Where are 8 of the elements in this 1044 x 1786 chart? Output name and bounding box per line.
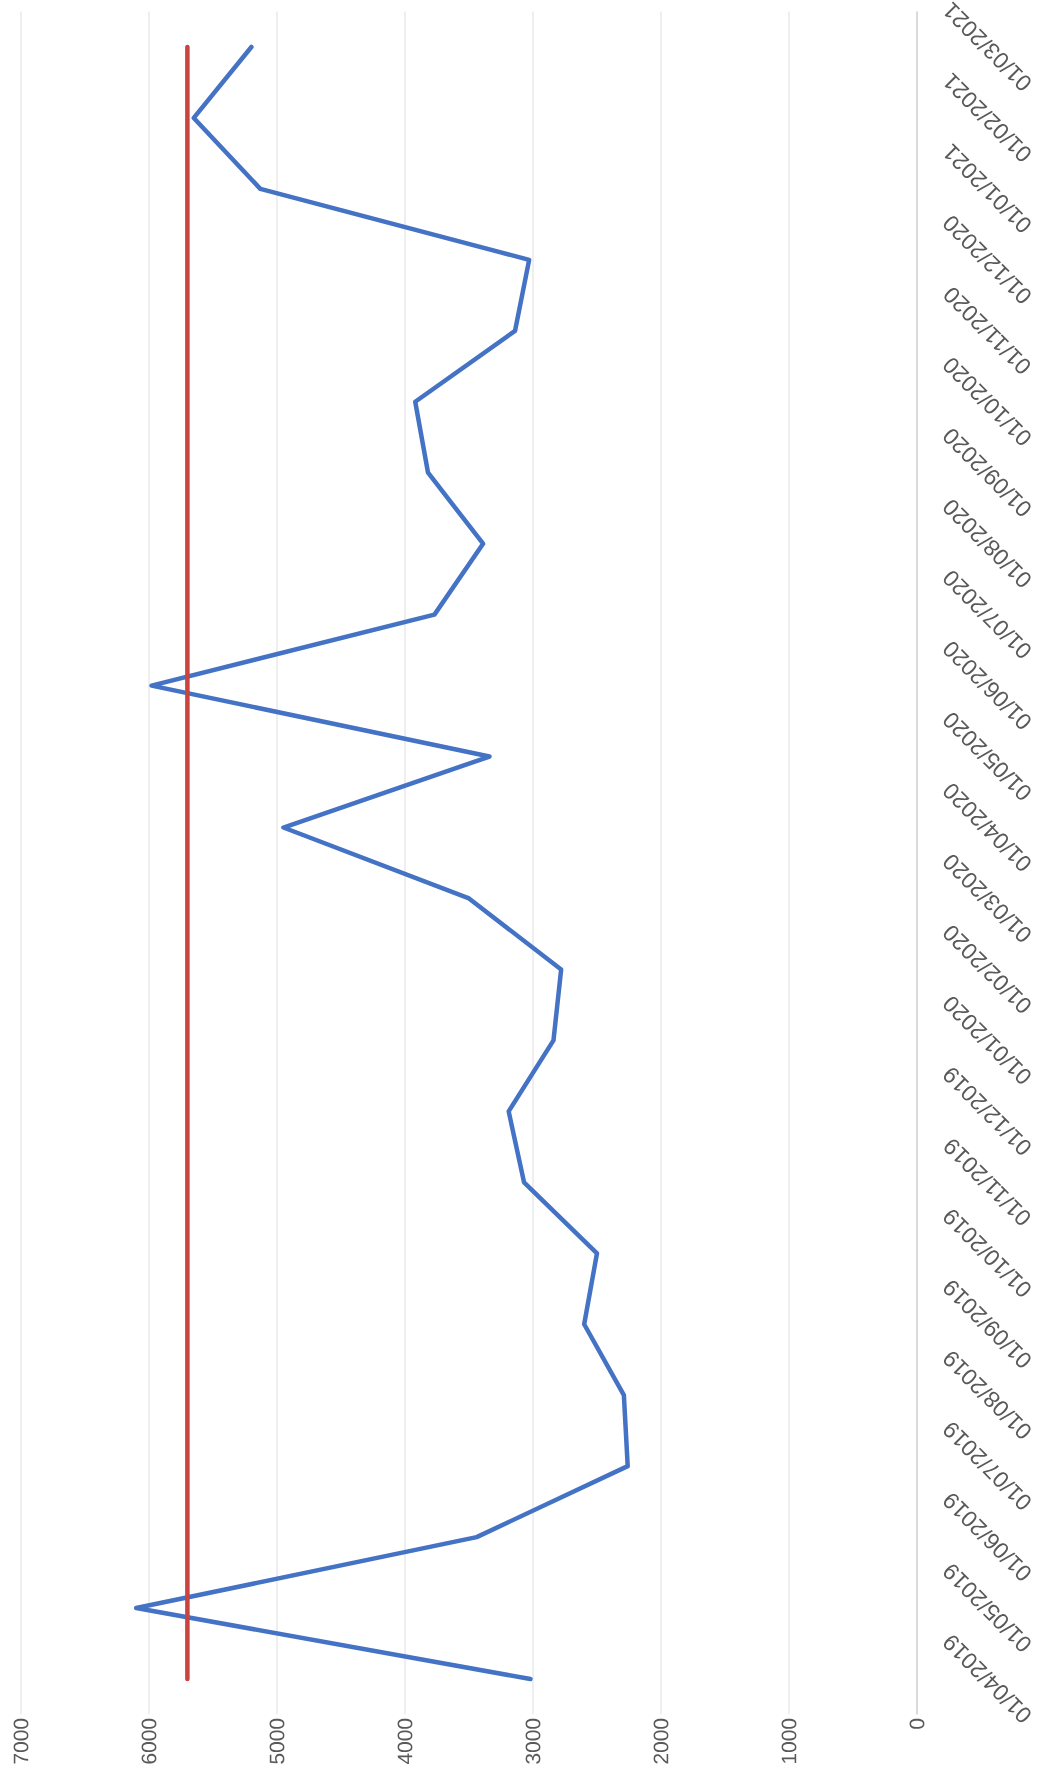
x-tick-label: 2000 [653,1718,669,1764]
x-tick-label: 7000 [13,1718,29,1764]
x-tick-label: 3000 [525,1718,541,1764]
x-tick-label: 6000 [141,1718,157,1764]
x-tick-label: 4000 [397,1718,413,1765]
x-tick-label: 5000 [269,1718,285,1764]
x-tick-label: 1000 [781,1718,797,1763]
x-tick-label: 0 [909,1718,925,1729]
